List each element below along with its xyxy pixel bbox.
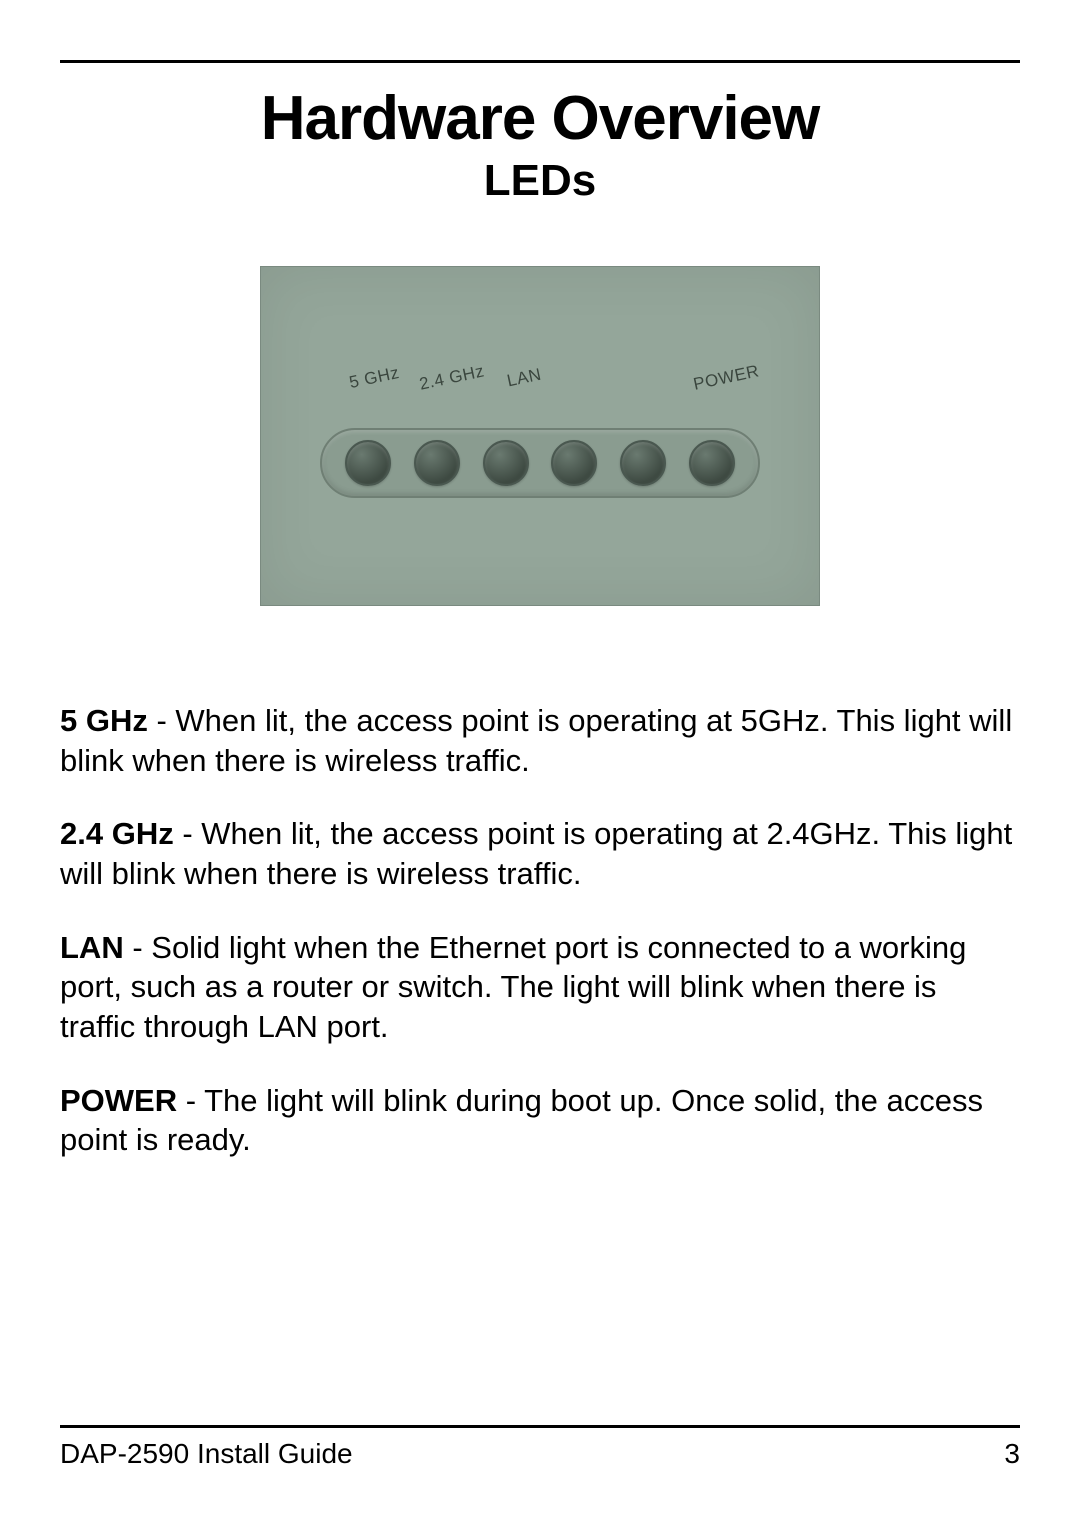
led-label-power: POWER [692, 362, 761, 395]
desc-label: POWER [60, 1083, 177, 1118]
led-indicator [551, 440, 597, 486]
top-rule [60, 60, 1020, 63]
led-label-lan: LAN [505, 365, 543, 392]
desc-lan: LAN - Solid light when the Ethernet port… [60, 928, 1020, 1047]
page-subtitle: LEDs [60, 156, 1020, 206]
led-strip [320, 428, 760, 498]
led-indicator [689, 440, 735, 486]
desc-text: - Solid light when the Ethernet port is … [60, 930, 966, 1044]
led-indicator [620, 440, 666, 486]
desc-label: LAN [60, 930, 124, 965]
page-title: Hardware Overview [60, 83, 1020, 154]
led-label-24ghz: 2.4 GHz [418, 362, 487, 395]
led-indicator [414, 440, 460, 486]
footer-guide: DAP-2590 Install Guide [60, 1438, 353, 1470]
footer-page-number: 3 [1004, 1438, 1020, 1470]
desc-text: - The light will blink during boot up. O… [60, 1083, 983, 1158]
led-panel: 5 GHz 2.4 GHz LAN POWER [260, 266, 820, 606]
desc-text: - When lit, the access point is operatin… [60, 703, 1012, 778]
desc-text: - When lit, the access point is operatin… [60, 816, 1012, 891]
desc-power: POWER - The light will blink during boot… [60, 1081, 1020, 1160]
desc-label: 5 GHz [60, 703, 148, 738]
descriptions-list: 5 GHz - When lit, the access point is op… [60, 701, 1020, 1160]
bottom-rule [60, 1425, 1020, 1428]
page-footer: DAP-2590 Install Guide 3 [60, 1425, 1020, 1470]
led-label-5ghz: 5 GHz [347, 363, 401, 393]
led-indicator [345, 440, 391, 486]
desc-24ghz: 2.4 GHz - When lit, the access point is … [60, 814, 1020, 893]
desc-label: 2.4 GHz [60, 816, 174, 851]
led-image: 5 GHz 2.4 GHz LAN POWER [60, 266, 1020, 611]
desc-5ghz: 5 GHz - When lit, the access point is op… [60, 701, 1020, 780]
title-block: Hardware Overview LEDs [60, 83, 1020, 206]
led-indicator [483, 440, 529, 486]
